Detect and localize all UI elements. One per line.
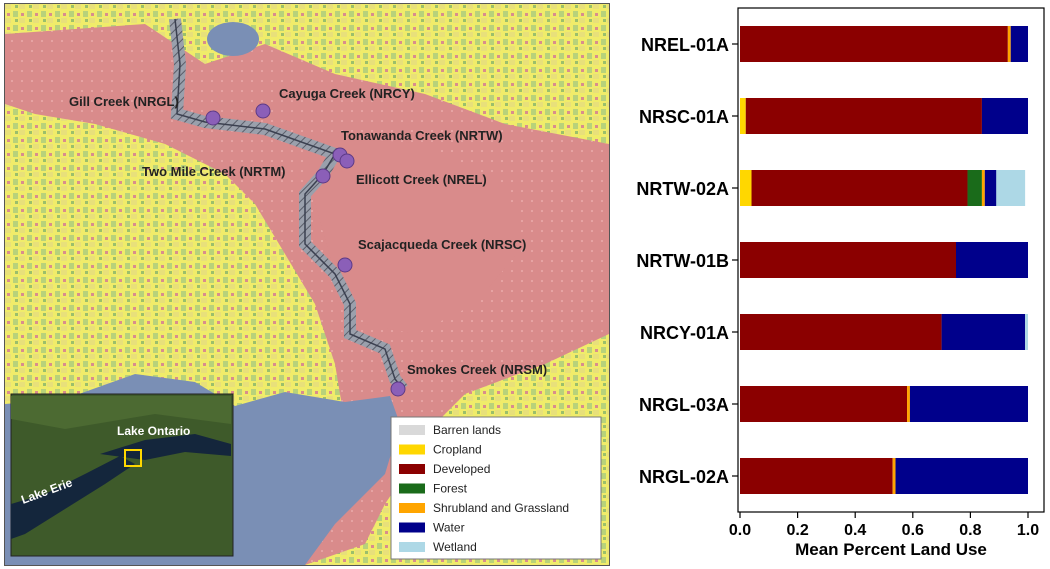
bar-nrtw-02a-forest bbox=[967, 170, 982, 206]
y-tick-label: NRTW-02A bbox=[636, 179, 729, 199]
x-tick-label: 0.4 bbox=[844, 522, 866, 539]
legend-label-developed: Developed bbox=[433, 462, 490, 476]
reservoir bbox=[207, 22, 259, 56]
developed-area bbox=[5, 24, 609, 565]
bar-nrgl-02a-water bbox=[895, 458, 1028, 494]
stacked-bar-chart: NREL-01A NRSC-01A NRTW-02A NRTW-01B NRCY-01A… bbox=[636, 7, 1045, 559]
bar-nrsc-01a-developed bbox=[745, 98, 982, 134]
bar-nrsc-01a-cropland bbox=[740, 98, 746, 134]
x-tick-label: 1.0 bbox=[1017, 522, 1039, 539]
site-marker-nrgl[interactable] bbox=[205, 110, 221, 126]
legend-label-shrubland-and-grassland: Shrubland and Grassland bbox=[433, 501, 569, 515]
bar-nrgl-02a-developed bbox=[740, 458, 893, 494]
site-label-nrtm: Two Mile Creek (NRTM) bbox=[142, 164, 286, 179]
y-tick-label: NRCY-01A bbox=[640, 323, 729, 343]
bar-nrtw-02a-wetland bbox=[996, 170, 1026, 206]
bar-nrcy-01a-wetland bbox=[1025, 314, 1028, 350]
map-graphic: Gill Creek (NRGL) Cayuga Creek (NRCY) To… bbox=[5, 4, 609, 565]
bar-nrel-01a-developed bbox=[740, 26, 1008, 62]
bar-nrcy-01a-developed bbox=[740, 314, 942, 350]
bar-nrtw-02a-water bbox=[984, 170, 997, 206]
y-tick-label: NRGL-02A bbox=[639, 467, 729, 487]
x-tick-label: 0.6 bbox=[902, 522, 924, 539]
inset-label-lake-ontario: Lake Ontario bbox=[117, 424, 190, 438]
bar-nrgl-03a-shrubland-and-grassland bbox=[907, 386, 910, 422]
site-marker-nrsm[interactable] bbox=[390, 381, 406, 397]
bar-nrsc-01a-water bbox=[981, 98, 1028, 134]
bar-nrcy-01a-water bbox=[941, 314, 1026, 350]
x-tick-label: 0.0 bbox=[729, 522, 751, 539]
land-use-map: Gill Creek (NRGL) Cayuga Creek (NRCY) To… bbox=[4, 3, 610, 566]
map-legend: Barren lands Cropland Developed Forest Shrub… bbox=[390, 416, 602, 560]
legend-swatch-barren-lands bbox=[399, 425, 425, 435]
bar-nrgl-03a-water bbox=[909, 386, 1028, 422]
bar-nrtw-02a-cropland bbox=[740, 170, 752, 206]
legend-label-cropland: Cropland bbox=[433, 443, 482, 457]
site-marker-nrtm[interactable] bbox=[315, 168, 331, 184]
legend-swatch-shrubland-and-grassland bbox=[399, 503, 425, 513]
legend-swatch-developed bbox=[399, 464, 425, 474]
y-tick-label: NREL-01A bbox=[641, 35, 729, 55]
y-tick-label: NRSC-01A bbox=[639, 107, 729, 127]
y-tick-label: NRGL-03A bbox=[639, 395, 729, 415]
site-marker-nrcy[interactable] bbox=[255, 103, 271, 119]
legend-label-barren-lands: Barren lands bbox=[433, 423, 501, 437]
bars-layer bbox=[740, 26, 1028, 494]
bar-nrtw-01b-developed bbox=[740, 242, 956, 278]
bar-nrtw-02a-developed bbox=[751, 170, 968, 206]
site-label-nrsm: Smokes Creek (NRSM) bbox=[407, 362, 547, 377]
site-label-nrel: Ellicott Creek (NREL) bbox=[356, 172, 487, 187]
bar-nrgl-03a-developed bbox=[740, 386, 908, 422]
land-use-chart: NREL-01A NRSC-01A NRTW-02A NRTW-01B NRCY-01A… bbox=[612, 0, 1050, 569]
developed-core bbox=[305, 134, 525, 334]
inset-map: Lake Ontario Lake Erie bbox=[10, 393, 234, 557]
site-marker-nrsc[interactable] bbox=[337, 257, 353, 273]
bar-nrel-01a-water bbox=[1010, 26, 1028, 62]
y-tick-labels: NREL-01A NRSC-01A NRTW-02A NRTW-01B NRCY-01A… bbox=[636, 35, 738, 487]
site-marker-nrel[interactable] bbox=[339, 153, 355, 169]
bar-nrtw-02a-shrubland-and-grassland bbox=[981, 170, 985, 206]
site-label-nrcy: Cayuga Creek (NRCY) bbox=[279, 86, 415, 101]
legend-swatch-forest bbox=[399, 483, 425, 494]
legend-swatch-water bbox=[399, 522, 425, 533]
x-tick-label: 0.2 bbox=[786, 522, 808, 539]
site-label-nrgl: Gill Creek (NRGL) bbox=[69, 94, 179, 109]
bar-nrtw-01b-water bbox=[956, 242, 1028, 278]
legend-label-forest: Forest bbox=[433, 482, 468, 496]
inset-study-area-box bbox=[124, 449, 142, 467]
legend-swatch-cropland bbox=[399, 444, 425, 455]
site-label-nrsc: Scajacqueda Creek (NRSC) bbox=[358, 237, 526, 252]
legend-label-water: Water bbox=[433, 521, 465, 535]
site-label-nrtw: Tonawanda Creek (NRTW) bbox=[341, 128, 503, 143]
bar-nrel-01a-shrubland-and-grassland bbox=[1007, 26, 1011, 62]
legend-swatch-wetland bbox=[399, 542, 425, 552]
x-axis-label: Mean Percent Land Use bbox=[795, 540, 987, 559]
river-outline bbox=[174, 18, 404, 390]
x-tick-labels: 0.0 0.2 0.4 0.6 0.8 1.0 bbox=[729, 512, 1039, 539]
y-tick-label: NRTW-01B bbox=[636, 251, 729, 271]
legend-label-wetland: Wetland bbox=[433, 540, 477, 554]
x-tick-label: 0.8 bbox=[959, 522, 981, 539]
bar-nrgl-02a-shrubland-and-grassland bbox=[892, 458, 896, 494]
